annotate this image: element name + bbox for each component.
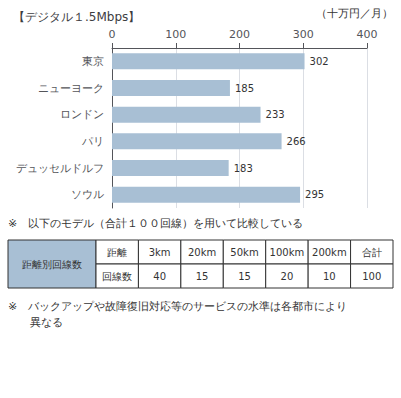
svg-text:3km: 3km	[149, 247, 171, 258]
svg-text:パリ: パリ	[81, 135, 104, 148]
svg-text:0: 0	[109, 28, 116, 41]
svg-text:ソウル: ソウル	[71, 188, 104, 201]
svg-text:10: 10	[323, 271, 336, 282]
svg-text:ロンドン: ロンドン	[60, 108, 104, 121]
svg-text:300: 300	[293, 28, 314, 41]
svg-text:302: 302	[310, 56, 329, 67]
svg-text:（十万円／月）: （十万円／月）	[316, 7, 393, 20]
svg-text:185: 185	[235, 83, 254, 94]
svg-text:400: 400	[357, 28, 378, 41]
svg-text:20km: 20km	[188, 247, 216, 258]
svg-text:ニューヨーク: ニューヨーク	[38, 82, 104, 95]
svg-text:距離別回線数: 距離別回線数	[22, 259, 82, 270]
svg-text:40: 40	[153, 271, 166, 282]
svg-text:100: 100	[165, 28, 186, 41]
svg-text:距離: 距離	[107, 247, 127, 258]
svg-text:266: 266	[287, 136, 306, 147]
svg-text:183: 183	[234, 163, 253, 174]
svg-text:【デジタル１.5Mbps】: 【デジタル１.5Mbps】	[13, 10, 140, 24]
svg-text:200km: 200km	[312, 247, 347, 258]
svg-text:100km: 100km	[270, 247, 305, 258]
svg-text:※ 以下のモデル（合計１００回線）を用いて比較している: ※ 以下のモデル（合計１００回線）を用いて比較している	[8, 217, 303, 230]
svg-text:合計: 合計	[362, 247, 382, 258]
svg-text:200: 200	[229, 28, 250, 41]
svg-text:15: 15	[238, 271, 251, 282]
svg-text:回線数: 回線数	[102, 271, 132, 282]
svg-text:295: 295	[305, 189, 324, 200]
svg-text:20: 20	[281, 271, 294, 282]
svg-text:デュッセルドルフ: デュッセルドルフ	[16, 162, 104, 175]
svg-text:233: 233	[266, 109, 285, 120]
svg-text:東京: 東京	[82, 55, 104, 68]
svg-text:異なる: 異なる	[8, 316, 63, 329]
svg-text:15: 15	[196, 271, 209, 282]
svg-text:※ バックアップや故障復旧対応等のサービスの水準は各都市によ: ※ バックアップや故障復旧対応等のサービスの水準は各都市により	[8, 300, 347, 313]
svg-text:50km: 50km	[230, 247, 258, 258]
svg-text:100: 100	[362, 271, 381, 282]
